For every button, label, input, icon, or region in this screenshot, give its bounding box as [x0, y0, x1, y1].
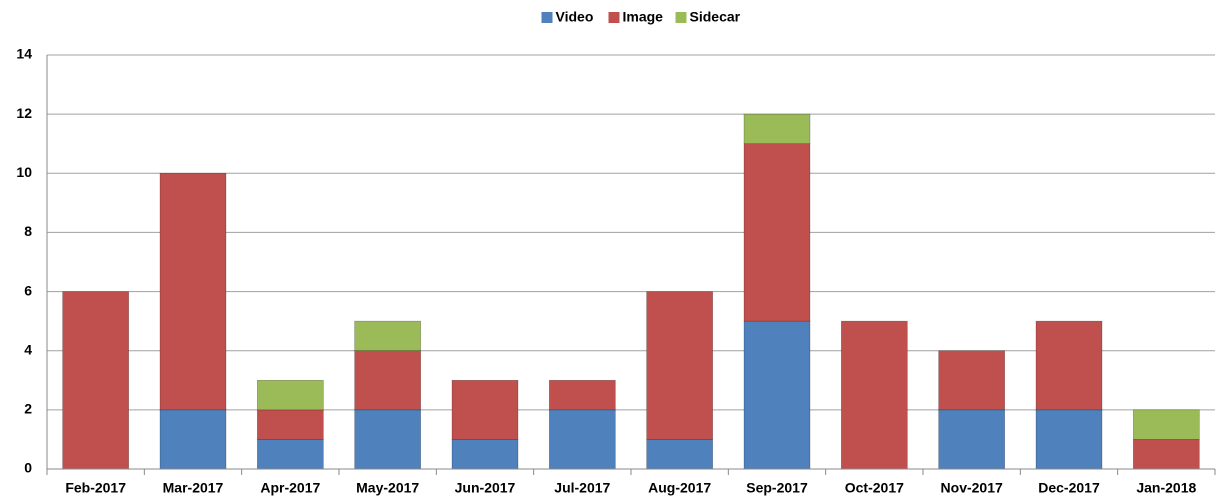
x-tick-label: Jun-2017: [455, 480, 516, 496]
x-tick-label: Dec-2017: [1038, 480, 1100, 496]
bar-segment: [257, 379, 324, 411]
bar-segment: [1035, 320, 1103, 411]
bar-segment: [1035, 409, 1103, 470]
x-tick-label: Jan-2018: [1136, 480, 1196, 496]
x-tick-label: Mar-2017: [163, 480, 224, 496]
bar-segment: [354, 409, 421, 470]
bar-segment: [451, 439, 519, 470]
bar-segment: [841, 320, 908, 470]
x-tick-label: Oct-2017: [845, 480, 904, 496]
x-tick-label: Feb-2017: [65, 480, 126, 496]
bar-segment: [451, 379, 519, 440]
bar-segment: [159, 409, 227, 470]
x-tick-label: Apr-2017: [260, 480, 320, 496]
bar-segment: [938, 350, 1005, 411]
bar-segment: [159, 172, 227, 411]
y-tick-label: 12: [16, 105, 32, 121]
bar-segment: [743, 143, 811, 322]
bar-segment: [743, 320, 811, 470]
bar-segment: [549, 379, 616, 411]
x-tick-label: Sep-2017: [746, 480, 808, 496]
bar-segment: [354, 350, 421, 411]
legend-label: Sidecar: [690, 9, 741, 25]
bar-segment: [354, 320, 421, 352]
bar-segment: [646, 291, 713, 440]
legend-label: Image: [623, 9, 664, 25]
bar-segment: [257, 439, 324, 470]
bar-segment: [257, 409, 324, 440]
bar-segment: [549, 409, 616, 470]
legend-swatch: [608, 12, 620, 23]
y-tick-label: 6: [24, 282, 32, 298]
y-tick-label: 2: [24, 401, 32, 417]
bar-segment: [938, 409, 1005, 470]
bar-segment: [62, 291, 129, 470]
x-tick-label: Nov-2017: [941, 480, 1003, 496]
x-tick-label: Jul-2017: [554, 480, 610, 496]
y-tick-label: 4: [24, 341, 32, 357]
y-tick-label: 8: [24, 223, 32, 239]
y-tick-label: 14: [16, 46, 32, 62]
x-tick-label: May-2017: [356, 480, 419, 496]
legend-swatch: [675, 12, 687, 23]
bar-segment: [1133, 409, 1200, 440]
bar-segment: [646, 439, 713, 470]
y-tick-label: 0: [24, 460, 32, 476]
bar-segment: [1133, 439, 1200, 470]
legend-label: Video: [556, 9, 594, 25]
x-tick-label: Aug-2017: [648, 480, 711, 496]
bar-segment: [743, 113, 811, 145]
y-tick-label: 10: [16, 164, 32, 180]
legend-swatch: [541, 12, 553, 23]
